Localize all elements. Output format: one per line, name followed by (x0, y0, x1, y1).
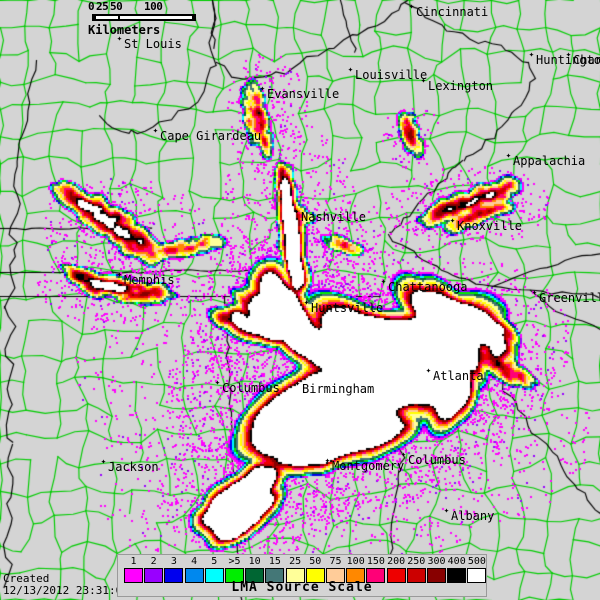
legend-swatch (467, 568, 487, 583)
legend-swatch (124, 568, 143, 583)
lma-source-scale-legend: 1 2 3 4 5 >5 10 15 25 50 75 100 150 200 250 300 400 500 L… (117, 554, 487, 597)
legend-tick-label: 500 (467, 556, 486, 567)
legend-tick-label: 25 (289, 556, 302, 567)
legend-tick-label: 1 (130, 556, 137, 567)
legend-swatch (366, 568, 386, 583)
legend-swatch (386, 568, 406, 583)
legend-tick-label: 75 (329, 556, 342, 567)
legend-tick-label: 4 (191, 556, 198, 567)
legend-tick-label: 50 (309, 556, 322, 567)
legend-tick-label: 15 (268, 556, 281, 567)
legend-tick-label: 10 (248, 556, 261, 567)
legend-swatch (184, 568, 204, 583)
legend-tick-labels: 1 2 3 4 5 >5 10 15 25 50 75 100 150 200 250 300 400 500 (118, 556, 486, 568)
legend-swatch (427, 568, 446, 583)
legend-tick-label: 200 (387, 556, 406, 567)
legend-swatch (225, 568, 244, 583)
legend-tick-label: >5 (228, 556, 241, 567)
legend-color-swatches (118, 568, 487, 584)
legend-swatch (265, 568, 285, 583)
legend-swatch (326, 568, 345, 583)
legend-swatch (164, 568, 184, 583)
legend-tick-label: 5 (211, 556, 218, 567)
legend-swatch (305, 568, 325, 583)
legend-swatch (447, 568, 467, 583)
legend-tick-label: 250 (407, 556, 426, 567)
legend-tick-label: 400 (447, 556, 466, 567)
legend-tick-label: 300 (427, 556, 446, 567)
legend-swatch (285, 568, 305, 583)
legend-swatch (204, 568, 224, 583)
legend-tick-label: 2 (150, 556, 157, 567)
legend-swatch (406, 568, 426, 583)
legend-tick-label: 100 (346, 556, 365, 567)
legend-swatch (346, 568, 366, 583)
legend-swatch (245, 568, 265, 583)
legend-swatch (144, 568, 164, 583)
legend-tick-label: 150 (366, 556, 385, 567)
legend-tick-label: 3 (170, 556, 177, 567)
legend-title: LMA Source Scale (231, 580, 373, 595)
